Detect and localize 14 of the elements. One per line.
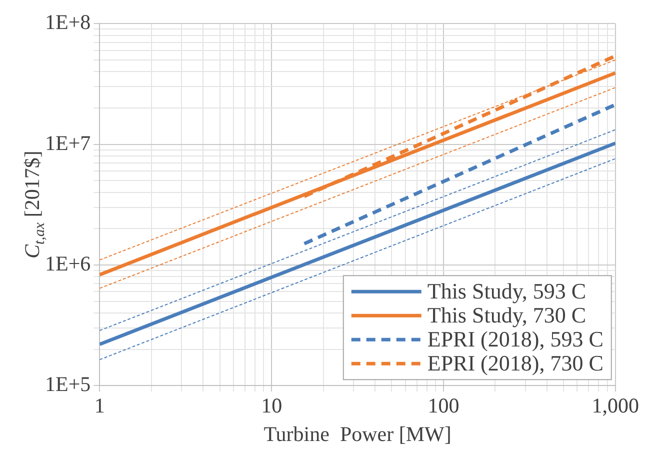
legend-label: This Study, 593 C — [427, 278, 586, 304]
legend-label: EPRI (2018), 593 C — [427, 326, 604, 352]
x-axis-title: Turbine Power [MW] — [264, 422, 452, 446]
x-tick-label: 100 — [428, 394, 460, 418]
y-tick-label: 1E+6 — [45, 251, 91, 276]
y-tick-label: 1E+8 — [45, 10, 91, 34]
legend-label: EPRI (2018), 730 C — [427, 350, 604, 376]
y-tick-label: 1E+7 — [45, 130, 91, 155]
y-tick-label: 1E+5 — [45, 372, 91, 396]
x-tick-label: 1,000 — [592, 394, 639, 418]
legend-label: This Study, 730 C — [427, 302, 586, 328]
x-tick-label: 10 — [261, 394, 282, 418]
x-tick-label: 1 — [94, 394, 105, 418]
y-axis-title: Ct,ax [2017$] — [20, 150, 48, 259]
